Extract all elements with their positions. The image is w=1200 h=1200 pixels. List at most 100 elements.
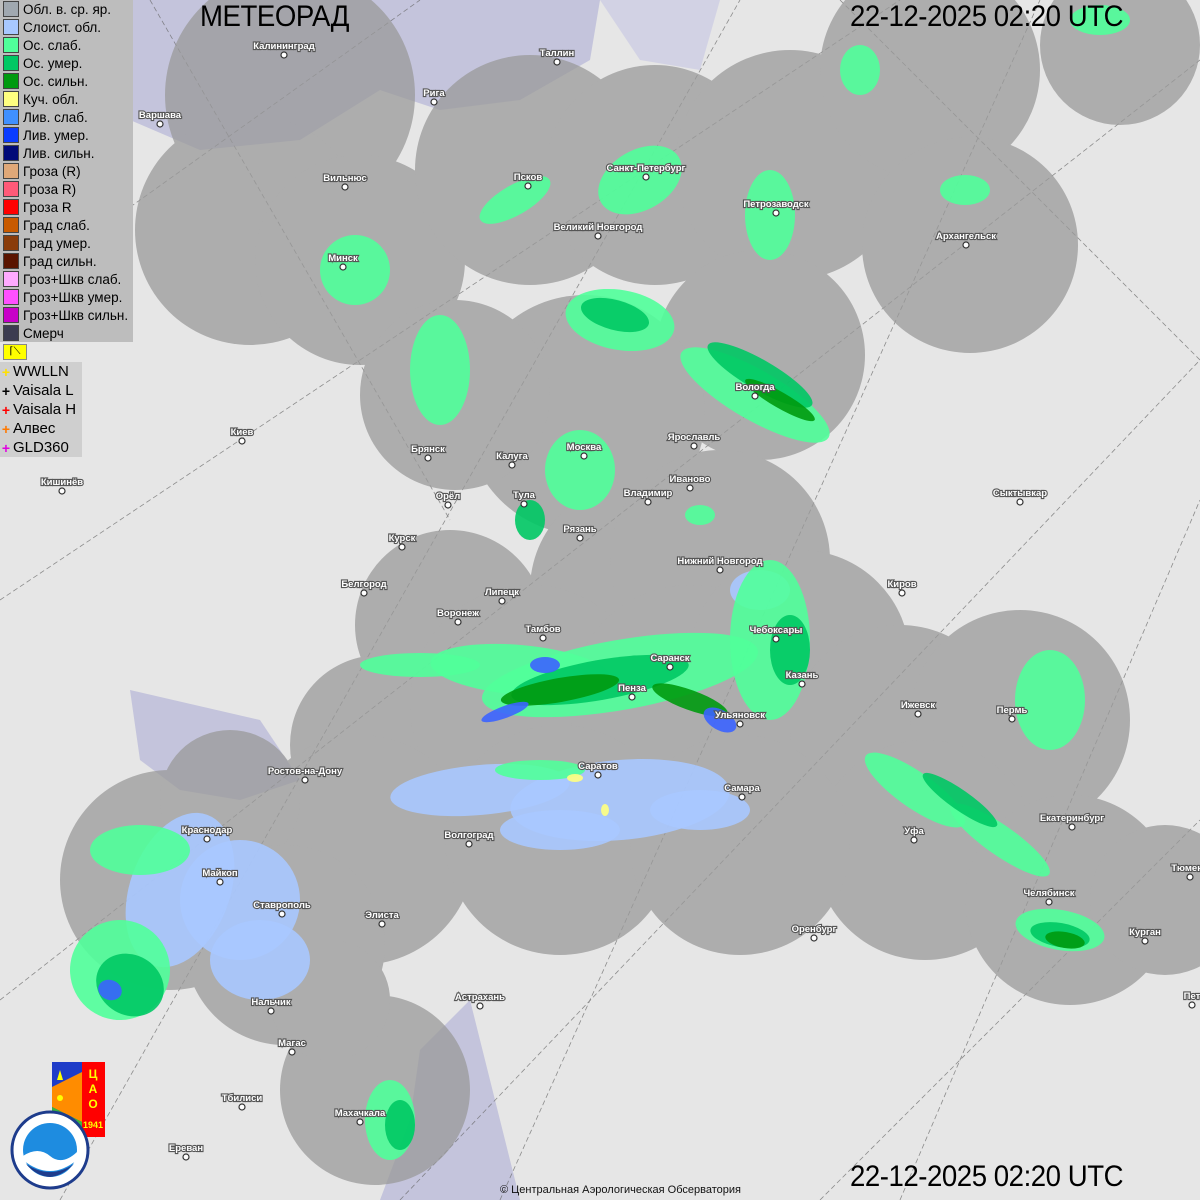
city-marker: Псков xyxy=(513,171,543,190)
precipitation-echo xyxy=(707,342,813,408)
precipitation-echo xyxy=(770,615,810,685)
radar-coverage-circle xyxy=(1090,825,1200,975)
city-dot-icon xyxy=(444,501,452,509)
city-label: Пенза xyxy=(618,683,646,694)
city-marker: Липецк xyxy=(484,586,520,605)
precipitation-echo xyxy=(650,790,750,830)
precipitation-echo xyxy=(745,170,795,260)
legend-item: Лив. слаб. xyxy=(0,108,133,126)
precipitation-echo xyxy=(410,315,470,425)
precipitation-echo xyxy=(98,979,122,1001)
legend-swatch xyxy=(3,73,19,89)
city-dot-icon xyxy=(238,437,246,445)
city-dot-icon xyxy=(539,634,547,642)
city-marker: Махачкала xyxy=(334,1107,387,1126)
city-dot-icon xyxy=(738,793,746,801)
city-dot-icon xyxy=(576,534,584,542)
city-dot-icon xyxy=(798,680,806,688)
city-marker: Киров xyxy=(886,578,918,597)
flag-icon[interactable]: ⌈⟍ xyxy=(3,344,27,360)
graticule-line xyxy=(819,819,1200,1200)
legend-item: Град слаб. xyxy=(0,216,133,234)
city-marker: Вологда xyxy=(734,381,776,400)
city-label: Белгород xyxy=(341,579,386,590)
lightning-cross-icon: + xyxy=(1,363,11,380)
city-label: Тбилиси xyxy=(222,1093,263,1104)
precipitation-echoes xyxy=(70,5,1130,1160)
city-marker: Нижний Новгород xyxy=(676,555,764,574)
city-label: Ростов-на-Дону xyxy=(268,766,343,777)
city-marker: Калининград xyxy=(252,40,316,59)
precipitation-echo xyxy=(530,657,560,673)
city-dot-icon xyxy=(238,1103,246,1111)
city-label: Иваново xyxy=(670,474,711,485)
precipitation-echo xyxy=(90,825,190,875)
legend-label: Куч. обл. xyxy=(23,91,79,107)
legend-item: Обл. в. ср. яр. xyxy=(0,0,133,18)
city-dot-icon xyxy=(454,618,462,626)
city-dot-icon xyxy=(594,771,602,779)
legend-swatch xyxy=(3,145,19,161)
city-dot-icon xyxy=(498,597,506,605)
city-label: Пет xyxy=(1184,991,1200,1002)
city-dot-icon xyxy=(278,910,286,918)
city-dot-icon xyxy=(1045,898,1053,906)
city-dot-icon xyxy=(580,452,588,460)
legend-label: Гроза (R) xyxy=(23,163,81,179)
legend-swatch xyxy=(3,19,19,35)
city-dot-icon xyxy=(182,1153,190,1161)
legend-swatch xyxy=(3,217,19,233)
legend-item: Куч. обл. xyxy=(0,90,133,108)
city-marker: Владимир xyxy=(623,487,674,506)
precipitation-echo xyxy=(1045,931,1085,949)
copyright-text: © Центральная Аэрологическая Обсерватори… xyxy=(500,1184,741,1196)
city-marker: Майкоп xyxy=(201,867,239,886)
lightning-network-item: + Vaisala H xyxy=(0,400,82,419)
city-marker: Петрозаводск xyxy=(742,198,810,217)
city-label: Вильнюс xyxy=(323,173,367,184)
lightning-cross-icon: + xyxy=(1,420,11,437)
city-label: Саратов xyxy=(578,761,618,772)
city-label: Ульяновск xyxy=(715,710,765,721)
city-marker: Белгород xyxy=(340,578,388,597)
city-dot-icon xyxy=(156,120,164,128)
city-marker: Великий Новгород xyxy=(553,221,643,240)
timestamp-top: 22-12-2025 02:20 UTC xyxy=(850,0,1124,33)
lightning-label: WWLLN xyxy=(13,363,69,380)
city-label: Уфа xyxy=(904,826,924,837)
legend-swatch xyxy=(3,55,19,71)
city-dot-icon xyxy=(280,51,288,59)
svg-text:О: О xyxy=(88,1097,97,1111)
city-dot-icon xyxy=(736,720,744,728)
city-dot-icon xyxy=(508,461,516,469)
legend-swatch xyxy=(3,307,19,323)
city-marker: Чебоксары xyxy=(749,624,803,643)
precipitation-echo xyxy=(580,297,650,333)
city-label: Волгоград xyxy=(444,830,493,841)
city-labels: Калининград Варшава Рига Таллин Вильнюс Псков… xyxy=(40,40,1200,1161)
legend-swatch xyxy=(3,199,19,215)
city-dot-icon xyxy=(1016,498,1024,506)
city-marker: Уфа xyxy=(903,825,926,844)
legend-swatch xyxy=(3,181,19,197)
precipitation-echo xyxy=(500,810,620,850)
city-dot-icon xyxy=(644,498,652,506)
city-label: Кишинёв xyxy=(41,477,83,488)
city-marker: Воронеж xyxy=(436,607,480,626)
city-dot-icon xyxy=(267,1007,275,1015)
radar-coverage-circle xyxy=(820,0,1040,180)
precipitation-echo xyxy=(479,176,551,224)
precipitation-echo xyxy=(601,804,609,816)
city-label: Сыктывкар xyxy=(993,488,1047,499)
city-marker: Вильнюс xyxy=(322,172,368,191)
city-dot-icon xyxy=(772,635,780,643)
city-marker: Рязань xyxy=(562,523,598,542)
city-dot-icon xyxy=(476,1002,484,1010)
lightning-network-item: + GLD360 xyxy=(0,438,82,457)
legend-swatch xyxy=(3,91,19,107)
legend-label: Гроз+Шкв умер. xyxy=(23,289,123,305)
lightning-label: Vaisala L xyxy=(13,382,74,399)
legend-label: Град сильн. xyxy=(23,253,97,269)
city-label: Ижевск xyxy=(901,700,936,711)
